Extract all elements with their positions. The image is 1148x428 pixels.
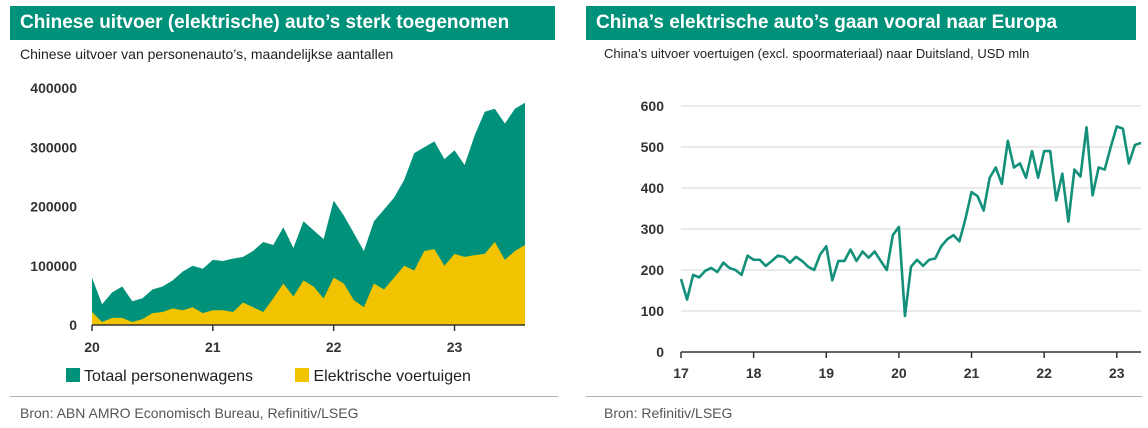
y-tick-label: 400000 (30, 80, 77, 96)
x-tick-label: 21 (964, 365, 980, 381)
left-chart-panel: Chinese uitvoer (elektrische) auto’s ste… (0, 0, 572, 428)
y-tick-label: 200000 (30, 199, 77, 215)
right-chart-source: Bron: Refinitiv/LSEG (604, 405, 733, 421)
legend-swatch-electric (295, 368, 310, 382)
y-tick-label: 500 (641, 139, 665, 155)
y-tick-label: 0 (69, 317, 77, 333)
legend-item-total: Totaal personenwagens (66, 368, 253, 386)
legend-label-electric: Elektrische voertuigen (313, 368, 471, 385)
right-chart-panel: China’s elektrische auto’s gaan vooral n… (586, 0, 1148, 428)
x-tick-label: 20 (891, 365, 907, 381)
y-tick-label: 100 (641, 303, 665, 319)
x-tick-label: 23 (447, 339, 463, 355)
x-tick-label: 22 (326, 339, 342, 355)
left-chart-legend: Totaal personenwagens Elektrische voertu… (66, 368, 509, 386)
left-chart-title: Chinese uitvoer (elektrische) auto’s ste… (10, 6, 555, 40)
left-chart-source: Bron: ABN AMRO Economisch Bureau, Refini… (20, 405, 359, 421)
left-divider (10, 396, 558, 397)
right-divider (586, 396, 1142, 397)
x-tick-label: 19 (818, 365, 834, 381)
x-tick-label: 23 (1109, 365, 1125, 381)
x-tick-label: 20 (84, 339, 100, 355)
x-tick-label: 18 (746, 365, 762, 381)
right-chart-title: China’s elektrische auto’s gaan vooral n… (586, 6, 1136, 40)
y-tick-label: 0 (656, 344, 664, 360)
y-tick-label: 400 (641, 180, 665, 196)
y-tick-label: 300000 (30, 139, 77, 155)
legend-label-total: Totaal personenwagens (84, 368, 254, 385)
left-chart-subtitle: Chinese uitvoer van personenauto’s, maan… (20, 46, 394, 62)
legend-swatch-total (66, 368, 80, 382)
x-tick-label: 21 (205, 339, 221, 355)
right-chart-subtitle: China’s uitvoer voertuigen (excl. spoorm… (604, 46, 1030, 61)
right-line-chart: 0 100 200 300 400 500 600 17 18 19 20 21 22 23 (641, 98, 1142, 381)
y-tick-label: 300 (641, 221, 665, 237)
y-tick-label: 100000 (30, 258, 77, 274)
legend-item-electric: Elektrische voertuigen (295, 368, 471, 386)
electric-area (92, 242, 525, 325)
germany-exports-line (679, 125, 1142, 318)
y-tick-label: 200 (641, 262, 665, 278)
x-tick-label: 17 (673, 365, 689, 381)
y-tick-label: 600 (641, 98, 665, 114)
left-area-chart: 0 100000 200000 300000 400000 20 21 22 23 (30, 80, 525, 355)
x-tick-label: 22 (1036, 365, 1052, 381)
